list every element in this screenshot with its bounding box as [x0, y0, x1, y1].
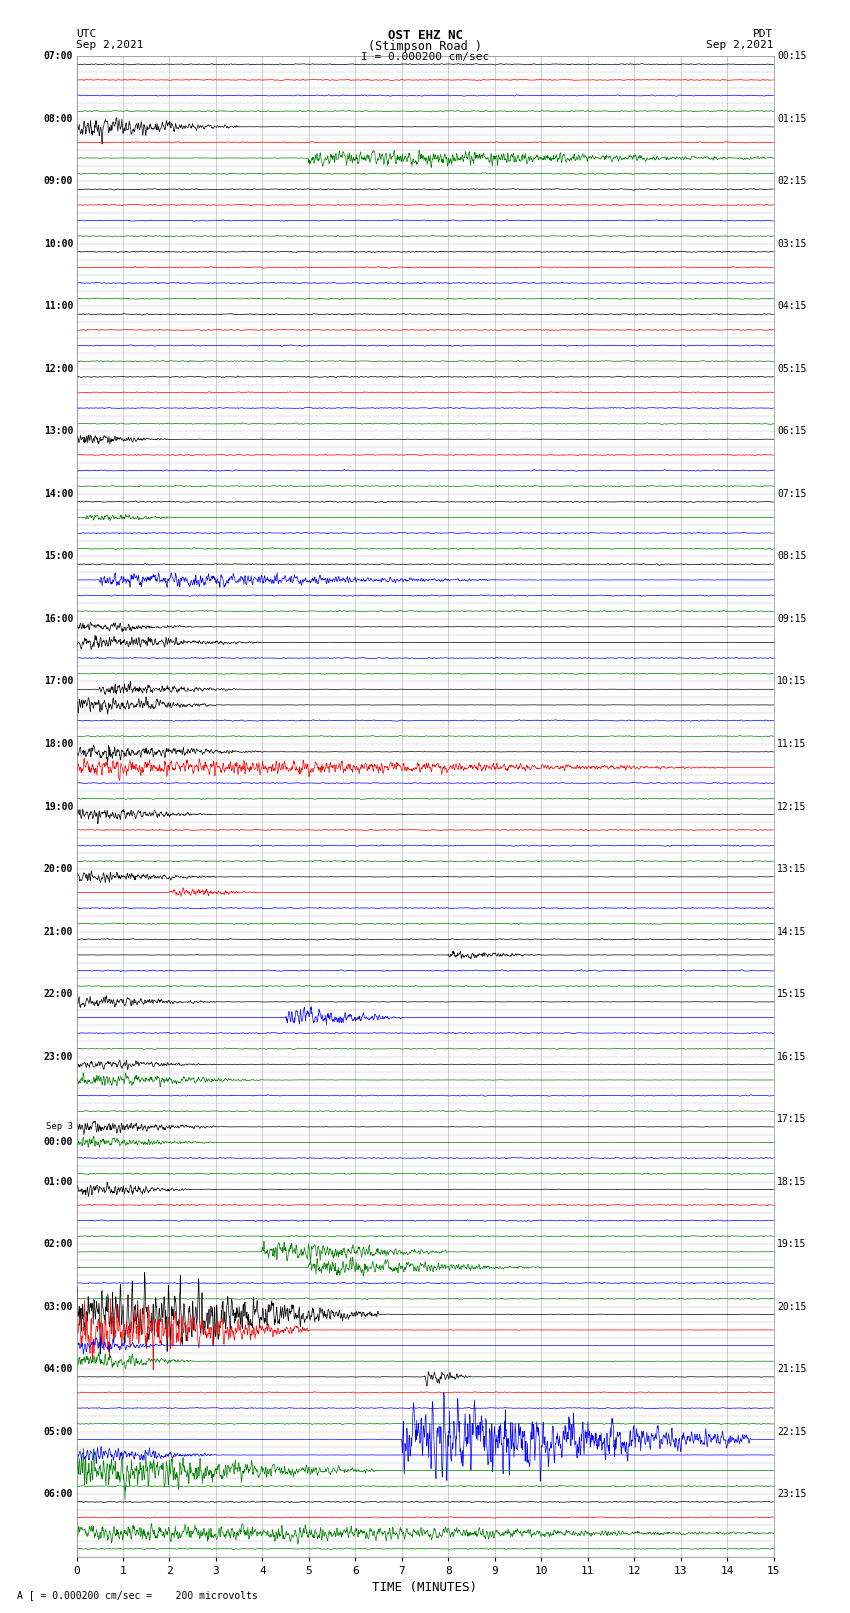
Text: 17:15: 17:15 [777, 1115, 807, 1124]
Text: 19:00: 19:00 [43, 802, 73, 811]
Text: 18:15: 18:15 [777, 1176, 807, 1187]
Text: 21:15: 21:15 [777, 1365, 807, 1374]
Text: 23:00: 23:00 [43, 1052, 73, 1061]
Text: 14:15: 14:15 [777, 926, 807, 937]
Text: 02:15: 02:15 [777, 176, 807, 187]
Text: 19:15: 19:15 [777, 1239, 807, 1248]
Text: 18:00: 18:00 [43, 739, 73, 748]
Text: 09:15: 09:15 [777, 615, 807, 624]
Text: A [ = 0.000200 cm/sec =    200 microvolts: A [ = 0.000200 cm/sec = 200 microvolts [17, 1590, 258, 1600]
Text: 22:15: 22:15 [777, 1426, 807, 1437]
Text: 08:15: 08:15 [777, 552, 807, 561]
Text: 07:00: 07:00 [43, 52, 73, 61]
Text: 07:15: 07:15 [777, 489, 807, 498]
Text: 23:15: 23:15 [777, 1489, 807, 1498]
Text: 10:00: 10:00 [43, 239, 73, 248]
Text: 01:15: 01:15 [777, 115, 807, 124]
Text: 01:00: 01:00 [43, 1176, 73, 1187]
Text: 04:00: 04:00 [43, 1365, 73, 1374]
Text: 15:15: 15:15 [777, 989, 807, 998]
Text: 06:00: 06:00 [43, 1489, 73, 1498]
Text: 22:00: 22:00 [43, 989, 73, 998]
Text: 16:15: 16:15 [777, 1052, 807, 1061]
Text: 15:00: 15:00 [43, 552, 73, 561]
Text: 05:15: 05:15 [777, 365, 807, 374]
Text: 06:15: 06:15 [777, 426, 807, 437]
Text: Sep 3: Sep 3 [46, 1123, 73, 1131]
Text: Sep 2,2021: Sep 2,2021 [706, 40, 774, 50]
Text: OST EHZ NC: OST EHZ NC [388, 29, 462, 42]
Text: 04:15: 04:15 [777, 302, 807, 311]
Text: 08:00: 08:00 [43, 115, 73, 124]
Text: (Stimpson Road ): (Stimpson Road ) [368, 40, 482, 53]
Text: 21:00: 21:00 [43, 926, 73, 937]
Text: 16:00: 16:00 [43, 615, 73, 624]
Text: Sep 2,2021: Sep 2,2021 [76, 40, 144, 50]
Text: 11:15: 11:15 [777, 739, 807, 748]
Text: 13:00: 13:00 [43, 426, 73, 437]
Text: 09:00: 09:00 [43, 176, 73, 187]
Text: 03:00: 03:00 [43, 1302, 73, 1311]
Text: 00:15: 00:15 [777, 52, 807, 61]
Text: 13:15: 13:15 [777, 865, 807, 874]
Text: 20:00: 20:00 [43, 865, 73, 874]
Text: I = 0.000200 cm/sec: I = 0.000200 cm/sec [361, 52, 489, 61]
Text: 17:00: 17:00 [43, 676, 73, 687]
Text: PDT: PDT [753, 29, 774, 39]
Text: 03:15: 03:15 [777, 239, 807, 248]
Text: 14:00: 14:00 [43, 489, 73, 498]
Text: 12:15: 12:15 [777, 802, 807, 811]
X-axis label: TIME (MINUTES): TIME (MINUTES) [372, 1581, 478, 1594]
Text: 20:15: 20:15 [777, 1302, 807, 1311]
Text: 10:15: 10:15 [777, 676, 807, 687]
Text: 05:00: 05:00 [43, 1426, 73, 1437]
Text: UTC: UTC [76, 29, 97, 39]
Text: 12:00: 12:00 [43, 365, 73, 374]
Text: 02:00: 02:00 [43, 1239, 73, 1248]
Text: 00:00: 00:00 [43, 1137, 73, 1147]
Text: 11:00: 11:00 [43, 302, 73, 311]
